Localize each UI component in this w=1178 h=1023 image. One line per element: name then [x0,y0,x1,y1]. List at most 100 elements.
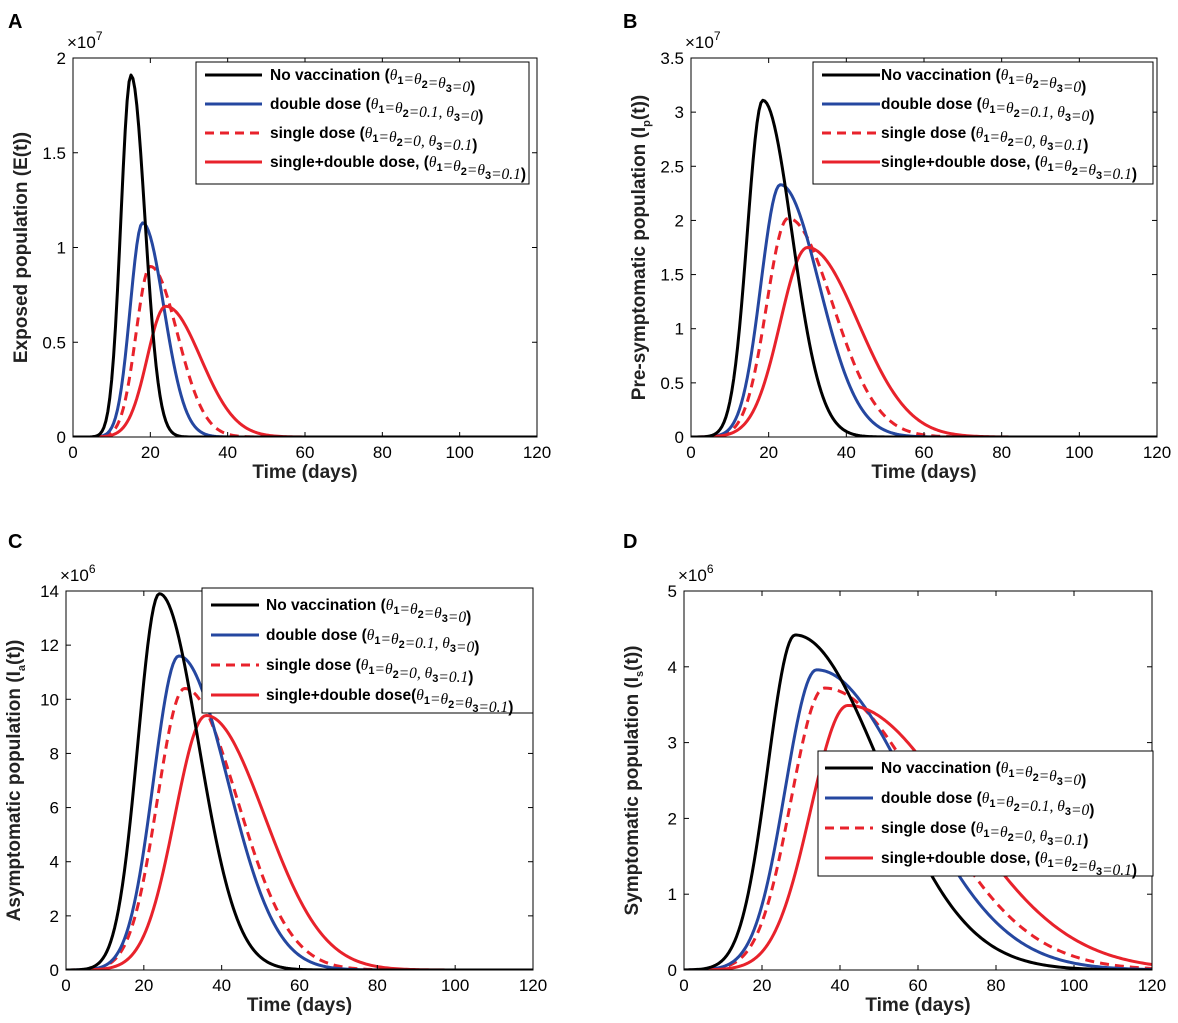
exponent-base: ×10 [67,33,96,52]
legend-paren-close: ) [1089,802,1094,819]
legend-math-symbol: θ [361,657,369,674]
legend-math-symbol: =0.1, θ [405,635,451,652]
legend-math-symbol: =θ [375,661,393,678]
x-tick-label: 40 [218,443,237,462]
legend-math-symbol: =0.1 [1102,166,1132,183]
legend-math-symbol: =θ [990,129,1008,146]
legend-entry-single: single dose (θ1=θ2=0, θ3=0.1) [881,125,1088,154]
y-label-main: Symptomatic population (I [622,677,643,916]
legend-math-subscript: 3 [1047,836,1053,848]
legend-math-symbol: =θ [1039,75,1057,92]
legend-math-symbol: =θ [1078,162,1096,179]
y-tick-label: 0 [675,428,684,447]
legend-math-subscript: 2 [403,108,409,120]
legend-math-subscript: 1 [1048,858,1054,870]
legend-math-symbol: θ [982,96,990,113]
y-label-main: Asymptomatic population (I [4,671,25,921]
x-axis-label: Time (days) [247,995,352,1016]
x-tick-label: 100 [1065,443,1093,462]
legend-box [812,61,1154,185]
y-label-tail: (t)) [4,640,25,665]
legend-math-symbol: θ [429,154,437,171]
legend: No vaccination (θ1=θ2=θ3=0)double dose (… [201,587,534,716]
legend-math-symbol: =0.1 [1102,862,1132,879]
x-axis-label: Time (days) [871,462,976,483]
y-tick-label: 3.5 [660,49,684,68]
panel-letter: D [623,531,637,553]
x-tick-label: 80 [373,443,392,462]
legend-math-symbol: θ [1040,154,1048,171]
legend-math-symbol: θ [1040,850,1048,867]
series-line-single [691,216,1157,437]
x-tick-label: 120 [519,976,547,995]
legend-math-subscript: 3 [1065,806,1071,818]
x-tick-label: 60 [909,976,928,995]
legend-entry-double: double dose (θ1=θ2=0.1, θ3=0) [270,96,483,125]
exponent-power: 6 [707,562,714,576]
legend-paren-close: ) [472,137,477,154]
legend-math-symbol: θ [1001,67,1009,84]
legend-paren: ( [971,820,977,837]
x-tick-label: 0 [61,976,70,995]
series-line-both [691,246,1157,437]
x-tick-label: 20 [753,976,772,995]
legend-paren: ( [1035,850,1041,867]
legend-math-subscript: 2 [422,79,428,91]
y-label-main: Exposed population (E(t)) [11,132,32,363]
legend-math-subscript: 3 [442,613,448,625]
y-tick-label: 0 [57,428,66,447]
legend-math-subscript: 2 [1072,166,1078,178]
legend-paren: ( [362,627,368,644]
legend-math-symbol: θ [976,820,984,837]
legend-paren-close: ) [474,639,479,656]
legend-paren: ( [1035,154,1041,171]
legend-math-subscript: 2 [1008,832,1014,844]
legend-entry-both: single+double dose, (θ1=θ2=θ3=0.1) [270,154,526,183]
legend-math-symbol: =0.1, θ [1020,104,1066,121]
legend-label: single dose [270,125,360,142]
legend-math-symbol: =θ [379,129,397,146]
series-line-both [73,304,537,437]
legend-math-symbol: =0 [1071,108,1089,125]
legend-math-symbol: =0, θ [399,665,433,682]
legend-label: No vaccination [266,597,381,614]
y-tick-label: 1.5 [660,266,684,285]
x-tick-label: 0 [679,976,688,995]
legend-math-symbol: =θ [1039,768,1057,785]
y-label-tail: (t)) [629,95,650,120]
legend-paren: ( [385,67,391,84]
legend-paren: ( [360,125,366,142]
y-tick-label: 2 [50,907,59,926]
legend-math-subscript: 3 [432,673,438,685]
exponent-power: 7 [714,29,721,43]
legend-entry-single: single dose (θ1=θ2=0, θ3=0.1) [881,820,1088,849]
legend-entry-no_vacc: No vaccination (θ1=θ2=θ3=0) [881,760,1086,789]
y-tick-label: 5 [668,582,677,601]
x-tick-label: 20 [141,443,160,462]
legend-math-symbol: θ [365,125,373,142]
legend-math-symbol: =θ [1054,158,1072,175]
series-line-double [66,654,533,970]
series-line-double [691,183,1157,437]
legend-math-subscript: 1 [374,635,380,647]
legend-math-symbol: θ [416,687,424,704]
series-line-single [66,686,533,970]
legend-math-subscript: 1 [983,828,989,840]
legend-paren-close: ) [468,669,473,686]
y-axis-label: Asymptomatic population (Ia(t)) [4,640,28,922]
legend-entry-both: single+double dose(θ1=θ2=θ3=0.1) [266,687,513,716]
legend-math-subscript: 1 [989,798,995,810]
legend-math-symbol: =θ [403,71,421,88]
legend-math-symbol: =0.1, θ [409,104,455,121]
legend-math-symbol: θ [1001,760,1009,777]
legend-box [817,750,1154,877]
legend-math-subscript: 2 [448,699,454,711]
legend-math-subscript: 3 [454,112,460,124]
x-tick-label: 60 [296,443,315,462]
legend-math-subscript: 1 [368,665,374,677]
axis-exponent-label: ×106 [678,562,714,585]
legend-entry-single: single dose (θ1=θ2=0, θ3=0.1) [270,125,477,154]
x-tick-label: 40 [831,976,850,995]
legend-math-subscript: 3 [1047,141,1053,153]
